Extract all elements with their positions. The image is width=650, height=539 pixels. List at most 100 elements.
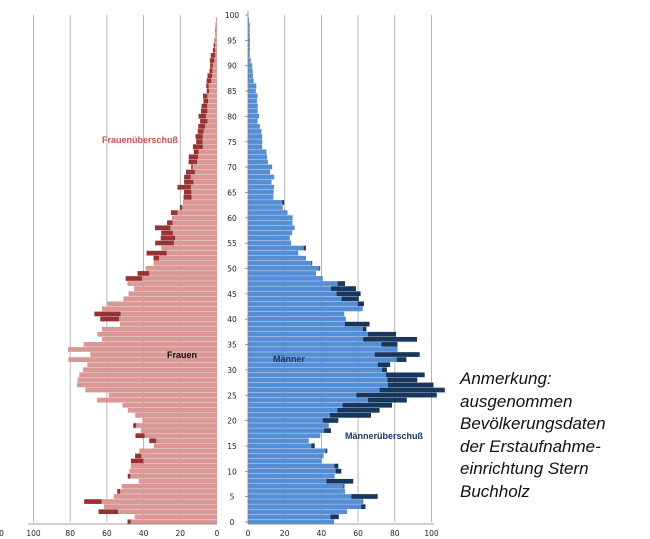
female-bar (138, 478, 217, 484)
male-bar (248, 103, 258, 109)
female-bar (215, 47, 217, 53)
male-bar (248, 342, 382, 347)
female-bar (82, 367, 217, 373)
male-bar (248, 494, 352, 499)
male-surplus-bar (303, 245, 306, 251)
female-surplus-bar (127, 473, 131, 479)
female-bar (90, 352, 217, 357)
age-tick-label: 85 (227, 87, 237, 96)
male-surplus-bar (396, 357, 407, 362)
male-bar (248, 235, 290, 241)
female-bar (68, 357, 218, 362)
female-bar (142, 418, 217, 423)
male-surplus-bar (330, 514, 339, 520)
male-bar (248, 499, 364, 504)
male-bar (248, 316, 346, 322)
female-bar (205, 113, 217, 119)
female-bar (140, 428, 217, 433)
male-bar (248, 22, 250, 28)
note-line: Anmerkung: (460, 369, 552, 388)
female-bar (191, 195, 217, 200)
female-surplus-bar (130, 458, 144, 464)
male-bar (248, 164, 273, 170)
female-surplus-bar (184, 174, 191, 180)
female-bar (215, 53, 217, 58)
female-bar (182, 205, 217, 210)
female-bar (172, 215, 217, 221)
female-surplus-bar (161, 230, 173, 236)
female-surplus-bar (188, 154, 198, 160)
male-bar (248, 200, 283, 205)
age-tick-label: 25 (227, 391, 237, 400)
female-surplus-bar (198, 113, 206, 119)
female-bar (139, 448, 217, 454)
male-surplus-bar (387, 377, 418, 383)
male-bar (248, 372, 386, 378)
age-tick-label: 70 (227, 163, 237, 172)
female-bar (207, 118, 217, 124)
female-surplus-bar (154, 225, 171, 231)
male-bar (248, 88, 256, 94)
female-bar (97, 397, 217, 403)
female-bar (192, 164, 217, 170)
male-bar (248, 83, 257, 89)
female-bar (212, 63, 217, 68)
female-surplus-bar (184, 179, 194, 185)
female-bar (170, 225, 217, 231)
female-bar (216, 17, 217, 23)
female-axis-tick: 80 (65, 529, 75, 538)
female-bar (159, 255, 217, 261)
male-surplus-bar (361, 504, 366, 509)
male-bar (248, 453, 324, 459)
male-surplus-bar (357, 301, 364, 307)
male-bar (248, 301, 358, 307)
male-bar (248, 250, 299, 256)
male-axis-tick: 60 (353, 529, 363, 538)
female-surplus-bar (200, 118, 208, 124)
female-surplus-bar (213, 42, 216, 48)
male-bar (248, 159, 268, 165)
male-surplus-bar (337, 281, 345, 286)
age-tick-label: 80 (227, 112, 237, 121)
male-surplus-bar (367, 397, 407, 403)
female-surplus-bar (196, 139, 203, 144)
male-bar (248, 255, 306, 261)
male-bar (248, 189, 274, 195)
male-surplus-bar (382, 367, 387, 373)
age-tick-label: 0 (230, 518, 235, 527)
male-bar (248, 443, 312, 449)
male-surplus-bar (343, 484, 345, 489)
female-axis-tick: 20 (176, 529, 186, 538)
female-surplus-bar (133, 423, 137, 428)
male-bar (248, 129, 262, 134)
male-bar (248, 78, 254, 84)
label-frauenueberschuss: Frauenüberschuß (102, 135, 179, 145)
female-axis-tick: 100 (26, 529, 41, 538)
male-surplus-bar (367, 331, 397, 337)
female-bar (161, 245, 217, 251)
female-surplus-bar (203, 98, 209, 104)
female-surplus-bar (170, 210, 178, 215)
female-bar (214, 37, 217, 43)
female-axis-tick: 120 (0, 529, 4, 538)
label-maennerueberschuss: Männerüberschuß (345, 431, 424, 441)
female-bar (101, 499, 217, 504)
male-bar (248, 113, 260, 119)
female-bar (166, 250, 217, 256)
male-bar (248, 108, 258, 114)
male-surplus-bar (356, 392, 437, 398)
male-bar (248, 205, 283, 210)
female-bar (113, 494, 217, 499)
male-bar (248, 271, 316, 276)
female-bar (172, 220, 217, 226)
female-bar (122, 402, 217, 408)
female-bar (143, 458, 217, 464)
age-tick-label: 5 (230, 493, 235, 502)
male-surplus-bar (363, 336, 418, 342)
age-tick-label: 40 (227, 315, 237, 324)
male-bar (248, 331, 368, 337)
female-surplus-bar (210, 53, 216, 58)
female-bar (142, 276, 217, 281)
female-bar (129, 468, 217, 474)
female-bar (103, 504, 217, 509)
